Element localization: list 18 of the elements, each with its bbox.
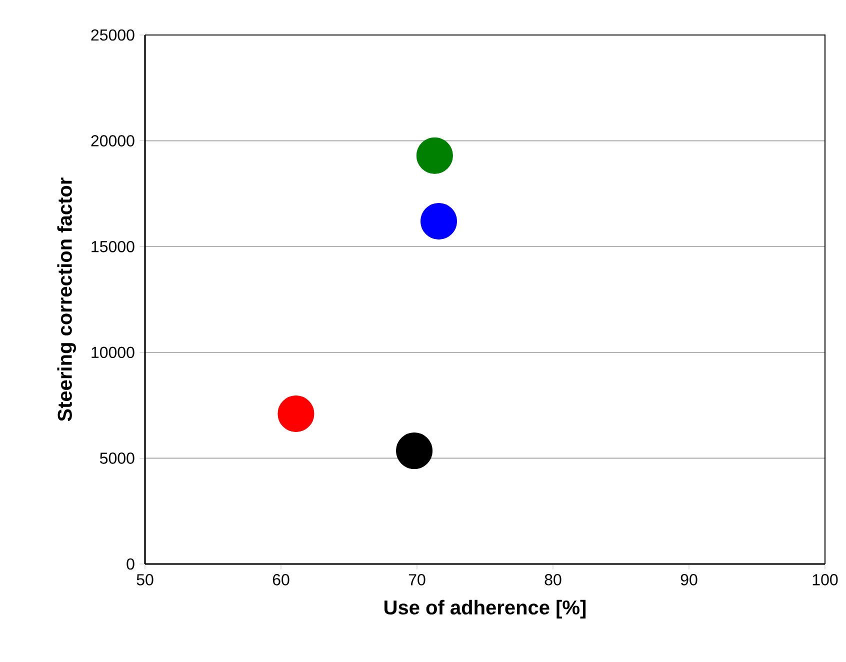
y-tick-label: 20000 bbox=[91, 135, 134, 146]
y-tick-label: 25000 bbox=[91, 29, 134, 41]
x-tick-label: 60 bbox=[272, 574, 290, 586]
y-tick-label: 10000 bbox=[92, 346, 134, 358]
point bbox=[420, 202, 458, 240]
y-axis-title: Steering correction factor bbox=[57, 178, 76, 422]
point bbox=[278, 395, 314, 432]
x-axis-title: Use of adherence [%] bbox=[384, 600, 586, 618]
x-tick-label: 50 bbox=[136, 574, 154, 586]
point bbox=[396, 432, 433, 470]
y-tick-label: 5000 bbox=[100, 452, 134, 464]
x-tick-label: 90 bbox=[680, 574, 698, 586]
x-tick-label: 80 bbox=[544, 574, 562, 586]
y-tick-label: 0 bbox=[126, 558, 134, 570]
point bbox=[416, 137, 453, 174]
x-tick-label: 70 bbox=[408, 574, 426, 586]
x-tick-label: 100 bbox=[812, 574, 838, 586]
y-tick-label: 15000 bbox=[92, 240, 134, 252]
